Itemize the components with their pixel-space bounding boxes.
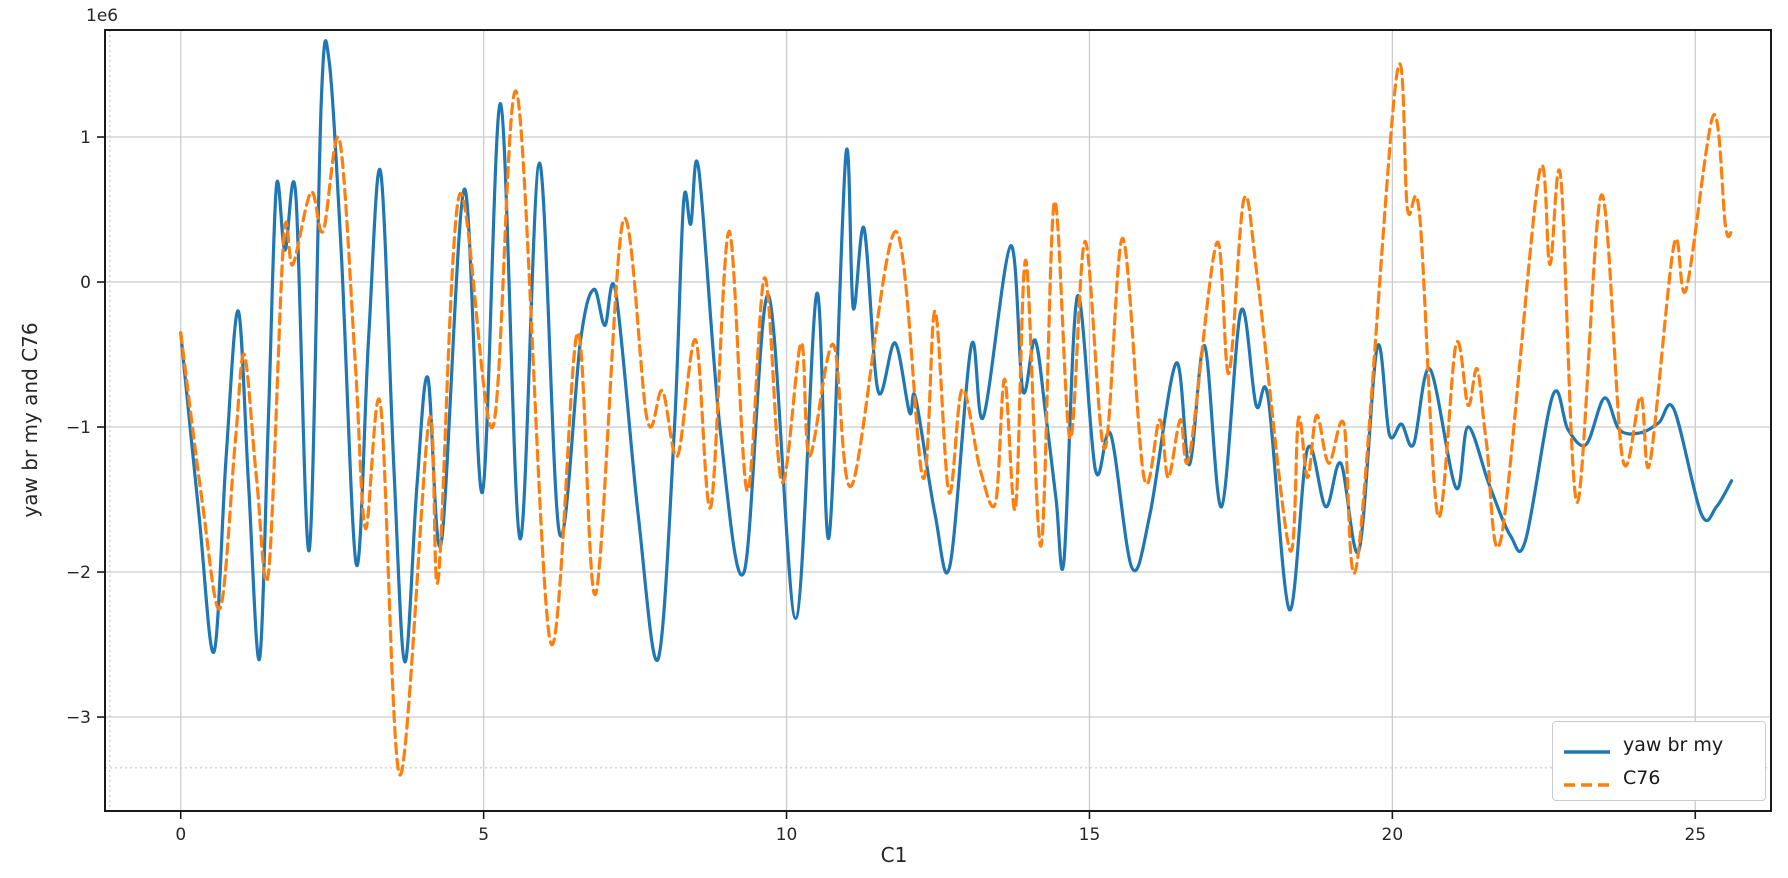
y-tick-label: 0 [80,273,91,293]
legend-item-c76: C76 [1563,765,1755,791]
y-axis-offset-text: 1e6 [86,6,119,26]
y-tick-label: 1 [80,128,91,148]
y-tick-label: −2 [66,563,91,583]
x-tick-label: 0 [175,825,186,845]
x-tick-label: 25 [1684,825,1706,845]
legend-line-sample-dashed [1563,774,1611,787]
legend-line-sample-solid [1563,741,1611,754]
legend: yaw br my C76 [1552,721,1766,801]
x-tick-label: 10 [776,825,798,845]
x-tick-label: 15 [1079,825,1101,845]
x-axis-label: C1 [880,843,908,867]
legend-label: C76 [1623,766,1661,789]
legend-label: yaw br my [1623,733,1724,756]
series-line-yaw-br-my [179,39,1734,664]
legend-item-yaw-br-my: yaw br my [1563,732,1755,758]
x-tick-label: 5 [478,825,489,845]
y-tick-label: −3 [66,708,91,728]
x-tick-label: 20 [1382,825,1404,845]
y-axis-label: yaw br my and C76 [18,322,42,518]
axes-spines [104,29,1772,812]
series-line-c76 [179,62,1734,777]
y-tick-label: −1 [66,418,91,438]
